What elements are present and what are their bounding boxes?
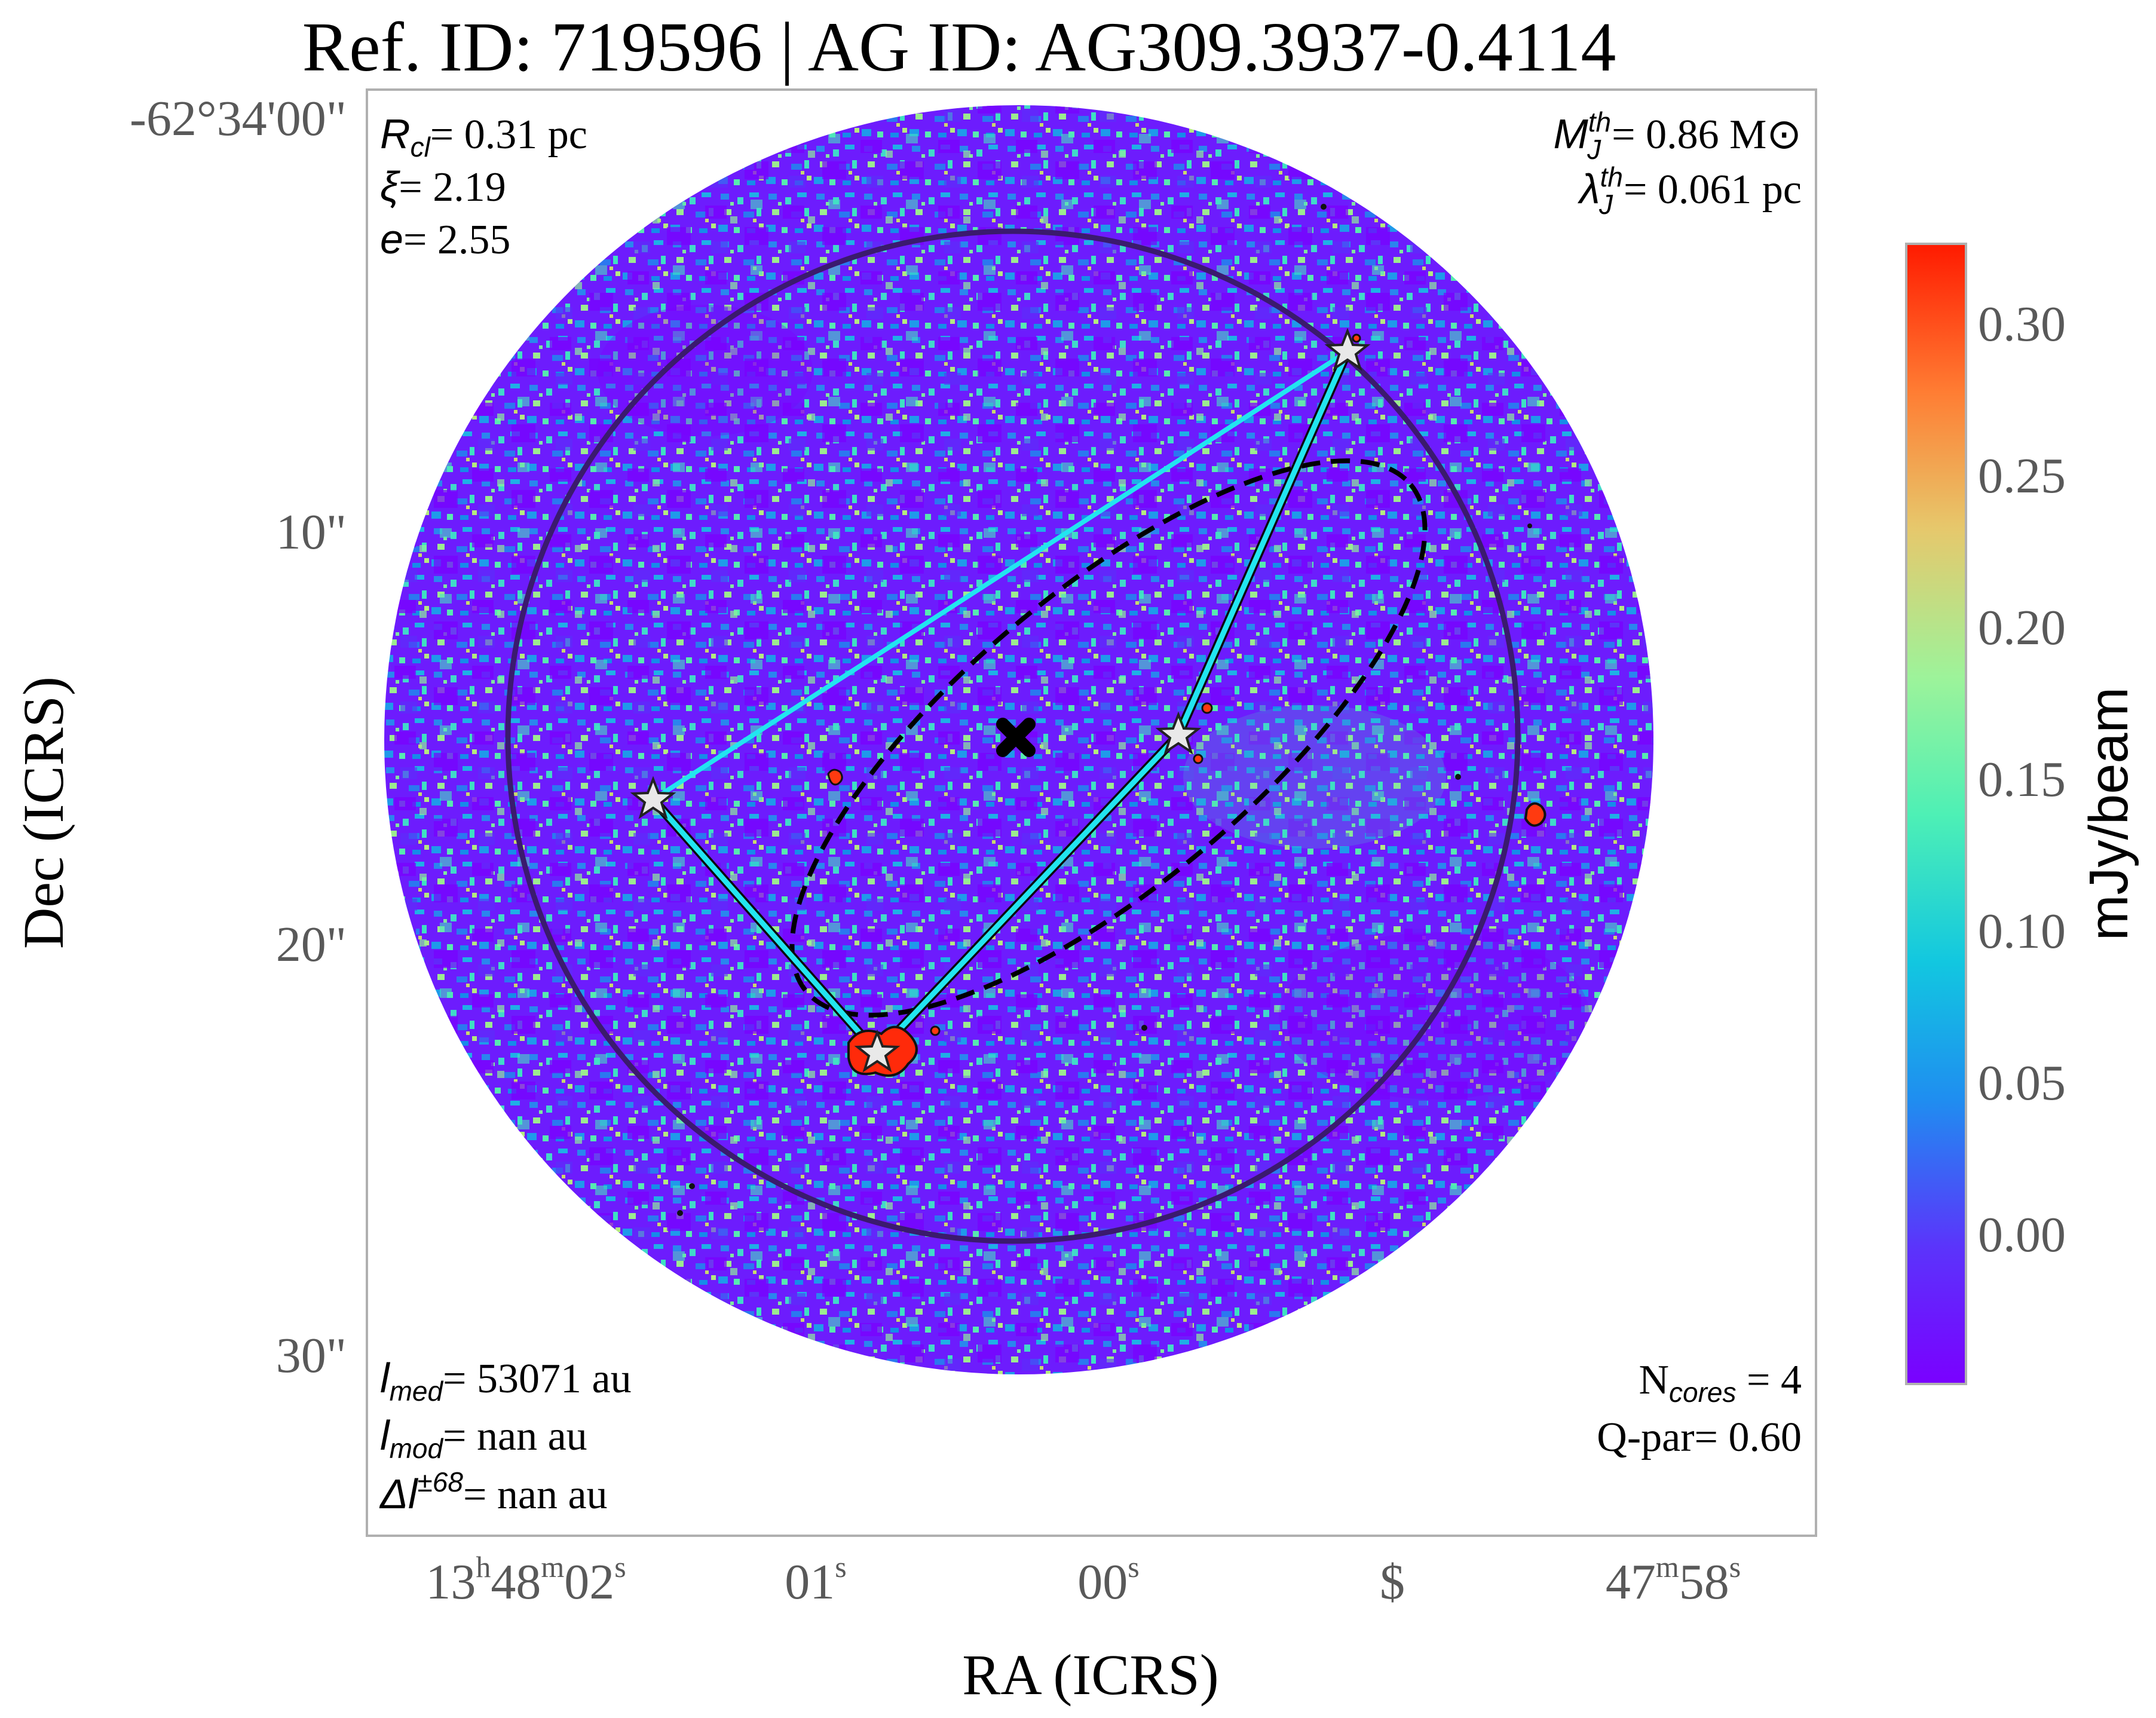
colorbar-tick-1: 0.30 bbox=[1978, 296, 2066, 352]
colorbar-ticks: 0.30 0.25 0.20 0.15 0.10 0.05 0.00 bbox=[1978, 296, 2066, 1263]
ra-tick-2: 01s bbox=[785, 1550, 846, 1610]
colorbar-tick-6: 0.05 bbox=[1978, 1055, 2066, 1111]
annotation-r-cl: Rcl= 0.31 pc bbox=[380, 111, 587, 163]
annotation-q-par: Q-par= 0.60 bbox=[1597, 1414, 1802, 1460]
colorbar-tick-3: 0.20 bbox=[1978, 600, 2066, 656]
dec-tick-4: 30" bbox=[276, 1328, 347, 1383]
ra-tick-1: 13h48m02s bbox=[425, 1550, 626, 1610]
core-star-1 bbox=[630, 776, 676, 819]
annotation-jeans-mass: Mth J = 0.86 M⊙ bbox=[1553, 106, 1802, 165]
colorbar-tick-5: 0.10 bbox=[1978, 904, 2066, 959]
colorbar-label: mJy/beam bbox=[2078, 687, 2139, 941]
core-star-4 bbox=[1324, 327, 1371, 371]
ra-tick-5: 47m58s bbox=[1606, 1550, 1741, 1610]
y-axis-label: Dec (ICRS) bbox=[11, 676, 75, 949]
x-axis-label: RA (ICRS) bbox=[962, 1643, 1218, 1707]
colorbar-tick-2: 0.25 bbox=[1978, 448, 2066, 504]
fit-ellipse bbox=[789, 458, 1428, 1018]
annotation-e: e= 2.55 bbox=[380, 216, 510, 263]
core-stars bbox=[630, 327, 1371, 1073]
annotation-delta-l: Δl±68= nan au bbox=[379, 1466, 608, 1518]
colorbar-tick-4: 0.15 bbox=[1978, 752, 2066, 807]
annotation-l-mod: lmod= nan au bbox=[380, 1412, 587, 1464]
core-star-3 bbox=[1155, 711, 1202, 755]
mst-edges bbox=[648, 347, 1352, 1058]
intensity-map bbox=[384, 105, 1653, 1374]
figure-title: Ref. ID: 719596 | AG ID: AG309.3937-0.41… bbox=[302, 8, 1616, 86]
core-star-2 bbox=[854, 1029, 901, 1073]
cluster-circle bbox=[505, 228, 1521, 1244]
dec-tick-3: 20" bbox=[276, 917, 347, 972]
colorbar bbox=[1905, 243, 1967, 1385]
annotation-n-cores: Ncores = 4 bbox=[1639, 1357, 1802, 1408]
dec-tick-1: -62°34'00" bbox=[130, 91, 347, 146]
plot-frame bbox=[366, 88, 1817, 1537]
annotation-l-med: lmed= 53071 au bbox=[380, 1355, 632, 1407]
ra-tick-3: 00s bbox=[1077, 1550, 1139, 1610]
annotation-jeans-length: λth J = 0.061 pc bbox=[1577, 161, 1802, 220]
centroid-x-marker bbox=[996, 718, 1036, 757]
dec-tick-2: 10" bbox=[276, 504, 347, 560]
colorbar-tick-7: 0.00 bbox=[1978, 1207, 2066, 1263]
ra-tick-4: $ bbox=[1380, 1554, 1405, 1610]
annotation-xi: ξ= 2.19 bbox=[380, 163, 506, 210]
mst-edge-4 bbox=[651, 349, 1350, 802]
